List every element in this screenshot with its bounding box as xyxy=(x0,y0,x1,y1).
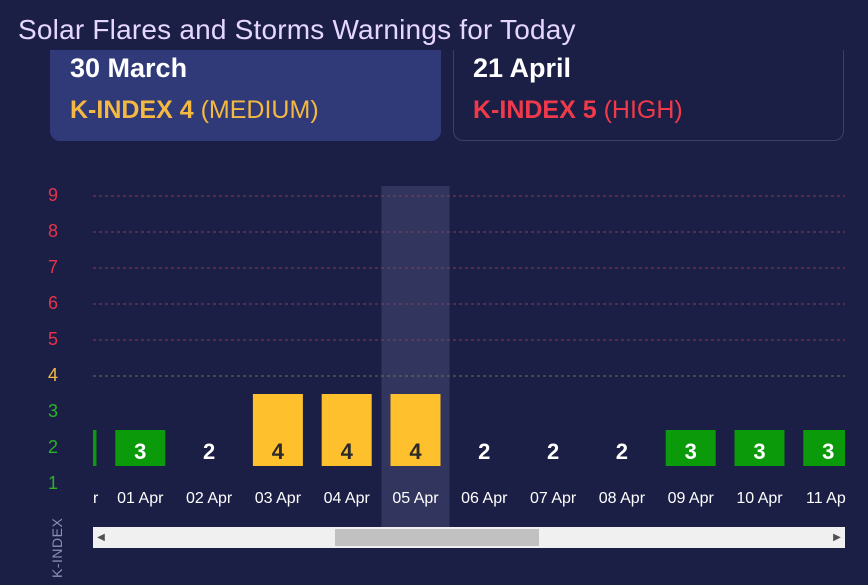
bar-value-label: 4 xyxy=(272,439,285,464)
bar-value-label: 2 xyxy=(478,439,490,464)
y-tick-label: 2 xyxy=(48,437,59,457)
forecast-card-march-30[interactable]: 30 March K-INDEX 4 (MEDIUM) xyxy=(50,50,441,141)
x-tick-label: 09 Apr xyxy=(668,490,715,507)
card-kindex: K-INDEX 4 (MEDIUM) xyxy=(70,96,319,125)
kindex-level: (MEDIUM) xyxy=(200,96,319,124)
bar-05-apr[interactable] xyxy=(390,394,441,466)
bar-value-label: 4 xyxy=(409,439,422,464)
bar-31-mar[interactable] xyxy=(47,430,97,466)
bar-value-label: 2 xyxy=(616,439,628,464)
card-kindex: K-INDEX 5 (HIGH) xyxy=(473,96,683,125)
bar-value-label: 3 xyxy=(685,439,697,464)
y-tick-label: 8 xyxy=(48,221,59,241)
kindex-label: K-INDEX xyxy=(70,96,173,124)
y-tick-label: 9 xyxy=(48,185,59,205)
scroll-thumb[interactable] xyxy=(335,529,539,546)
y-tick-label: 6 xyxy=(48,293,59,313)
scroll-left-arrow-icon[interactable]: ◀ xyxy=(97,532,105,543)
bar-11-apr[interactable] xyxy=(803,430,853,466)
y-tick-label: 3 xyxy=(48,401,59,421)
x-tick-label: 03 Apr xyxy=(255,490,302,507)
selected-day-highlight xyxy=(381,186,450,528)
page-title: Solar Flares and Storms Warnings for Tod… xyxy=(18,14,576,45)
y-tick-label: 5 xyxy=(48,329,59,349)
y-axis-label: K-INDEX xyxy=(49,517,65,578)
bar-01-apr[interactable] xyxy=(115,430,166,466)
x-tick-label: 02 Apr xyxy=(186,490,233,507)
x-tick-label: 04 Apr xyxy=(324,490,371,507)
bar-value-label: 2 xyxy=(547,439,559,464)
bar-value-label: 2 xyxy=(203,439,215,464)
bar-10-apr[interactable] xyxy=(734,430,785,466)
bars-group: 3 2 4 4 4 2 2 2 3 3 3 xyxy=(47,394,853,466)
y-tick-label: 7 xyxy=(48,257,59,277)
chart-horizontal-scrollbar[interactable]: ◀ ▶ xyxy=(93,527,845,548)
bar-value-label: 3 xyxy=(753,439,765,464)
card-date: 30 March xyxy=(70,53,188,83)
y-tick-label: 4 xyxy=(48,365,59,385)
bar-04-apr[interactable] xyxy=(321,394,372,466)
bar-09-apr[interactable] xyxy=(665,430,716,466)
forecast-card-april-21[interactable]: 21 April K-INDEX 5 (HIGH) xyxy=(453,50,844,141)
x-tick-label: 10 Apr xyxy=(736,490,783,507)
x-tick-label: 06 Apr xyxy=(461,490,508,507)
bar-03-apr[interactable] xyxy=(252,394,303,466)
x-tick-label: 05 Apr xyxy=(392,490,439,507)
kindex-value: 4 xyxy=(179,96,194,124)
x-tick-label: 01 Apr xyxy=(117,490,164,507)
x-tick-label: r xyxy=(93,490,99,507)
x-tick-label: 07 Apr xyxy=(530,490,577,507)
scroll-right-arrow-icon[interactable]: ▶ xyxy=(833,532,841,543)
bar-value-label: 3 xyxy=(822,439,834,464)
kindex-label: K-INDEX xyxy=(473,96,576,124)
y-tick-label: 1 xyxy=(48,473,59,493)
kindex-level: (HIGH) xyxy=(603,96,683,124)
kindex-value: 5 xyxy=(582,96,597,124)
bar-value-label: 3 xyxy=(134,439,146,464)
bar-value-label: 4 xyxy=(341,439,354,464)
card-date: 21 April xyxy=(473,53,572,83)
x-tick-label: 11 Ap xyxy=(806,490,846,507)
x-tick-label: 08 Apr xyxy=(599,490,646,507)
